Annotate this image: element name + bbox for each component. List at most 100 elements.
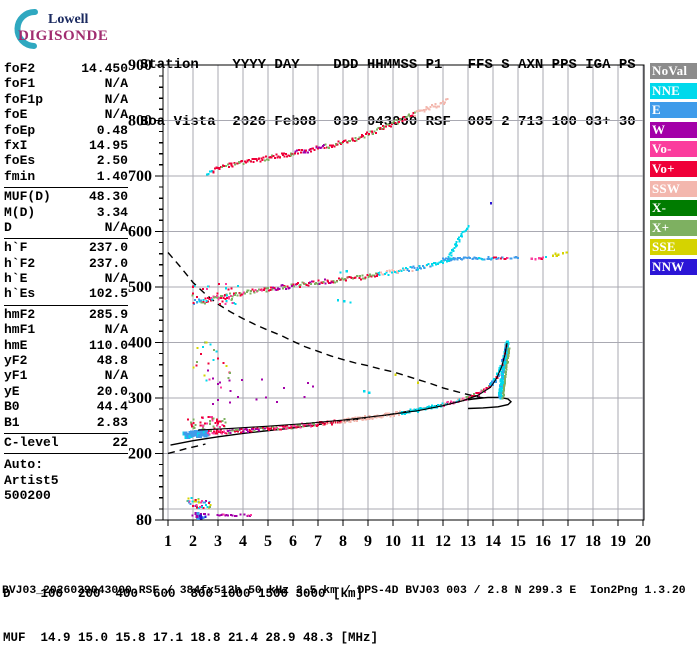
param-value: N/A bbox=[104, 107, 128, 123]
param-label: h`F2 bbox=[4, 255, 36, 271]
autoscaling-line: Artist5 bbox=[4, 472, 59, 488]
param-label: fxI bbox=[4, 137, 28, 153]
param-label: hmF1 bbox=[4, 322, 36, 338]
param-row: B0 44.4 bbox=[4, 399, 128, 414]
svg-text:5: 5 bbox=[264, 533, 272, 550]
param-row: foF1 N/A bbox=[4, 76, 128, 91]
param-row: h`F2 237.0 bbox=[4, 256, 128, 271]
echo-dots bbox=[182, 98, 568, 520]
legend-item-vo: Vo- bbox=[650, 141, 697, 158]
param-label: h`F bbox=[4, 240, 28, 256]
svg-text:300: 300 bbox=[128, 390, 152, 407]
svg-text:9: 9 bbox=[364, 533, 372, 550]
param-row: h`F 237.0 bbox=[4, 240, 128, 255]
svg-text:16: 16 bbox=[535, 533, 551, 550]
param-value: 2.50 bbox=[96, 153, 128, 169]
param-label: C-level bbox=[4, 434, 59, 450]
svg-text:4: 4 bbox=[239, 533, 247, 550]
param-label: hmF2 bbox=[4, 306, 36, 322]
legend-item-ssw: SSW bbox=[650, 180, 697, 197]
autoscaling-line: 500200 bbox=[4, 488, 51, 504]
param-value: N/A bbox=[104, 271, 128, 287]
lowell-digisonde-logo: Lowell DIGISONDE bbox=[2, 4, 132, 54]
svg-text:15: 15 bbox=[510, 533, 526, 550]
svg-text:7: 7 bbox=[314, 533, 322, 550]
param-row: foF1p N/A bbox=[4, 92, 128, 107]
param-group: C-level 22 bbox=[4, 434, 128, 455]
param-label: M(D) bbox=[4, 204, 36, 220]
svg-text:800: 800 bbox=[128, 112, 152, 129]
param-group: foF2 14.450 foF1 N/A foF1p N/A foE N/A foEp 0.48 f… bbox=[4, 60, 128, 189]
svg-text:700: 700 bbox=[128, 168, 152, 185]
param-value: 2.83 bbox=[96, 414, 128, 430]
svg-text:8: 8 bbox=[339, 533, 347, 550]
param-label: hmE bbox=[4, 337, 28, 353]
svg-text:12: 12 bbox=[435, 533, 451, 550]
param-value: 22 bbox=[112, 434, 128, 450]
svg-text:19: 19 bbox=[610, 533, 626, 550]
svg-text:13: 13 bbox=[460, 533, 476, 550]
param-label: foE bbox=[4, 107, 28, 123]
grid-lines bbox=[163, 65, 644, 520]
param-value: N/A bbox=[104, 322, 128, 338]
svg-text:3: 3 bbox=[214, 533, 222, 550]
param-value: 0.48 bbox=[96, 122, 128, 138]
param-label: B1 bbox=[4, 414, 20, 430]
param-value: 237.0 bbox=[88, 240, 128, 256]
param-value: 110.0 bbox=[88, 337, 128, 353]
logo-arc-icon bbox=[14, 8, 38, 49]
header-column-values: Boa Vista 2026 Feb08 039 043000 RSF 005 … bbox=[140, 114, 636, 130]
muf-row: MUF 14.9 15.0 15.8 17.1 18.8 21.4 28.9 4… bbox=[3, 630, 379, 645]
param-value: N/A bbox=[104, 368, 128, 384]
param-value: 48.30 bbox=[88, 189, 128, 205]
artist-fitted-trace bbox=[197, 342, 508, 431]
param-group: MUF(D) 48.30 M(D) 3.34 D N/A bbox=[4, 188, 128, 240]
svg-text:1: 1 bbox=[164, 533, 172, 550]
param-label: MUF(D) bbox=[4, 189, 51, 205]
legend-item-x: X- bbox=[650, 200, 697, 217]
svg-text:900: 900 bbox=[128, 57, 152, 74]
param-value: 102.5 bbox=[88, 286, 128, 302]
svg-text:80: 80 bbox=[136, 512, 152, 529]
param-label: yF1 bbox=[4, 368, 28, 384]
logo-text-digisonde: DIGISONDE bbox=[18, 28, 109, 44]
svg-text:20: 20 bbox=[635, 533, 651, 550]
param-label: h`Es bbox=[4, 286, 36, 302]
param-row: B1 2.83 bbox=[4, 415, 128, 430]
param-row: M(D) 3.34 bbox=[4, 205, 128, 220]
param-value: 14.450 bbox=[81, 61, 128, 76]
doppler-direction-legend: NoVal NNE E W Vo- Vo+ SSW X- X+ SSE NNW bbox=[650, 63, 697, 279]
param-row: foEp 0.48 bbox=[4, 123, 128, 138]
param-value: 48.8 bbox=[96, 353, 128, 369]
param-label: yF2 bbox=[4, 353, 28, 369]
param-row: foEs 2.50 bbox=[4, 153, 128, 168]
svg-text:14: 14 bbox=[485, 533, 501, 550]
param-row: hmE 110.0 bbox=[4, 338, 128, 353]
svg-text:400: 400 bbox=[128, 334, 152, 351]
legend-item-x: X+ bbox=[650, 219, 697, 236]
param-value: 3.34 bbox=[96, 204, 128, 220]
param-row: h`Es 102.5 bbox=[4, 286, 128, 301]
svg-text:10: 10 bbox=[385, 533, 401, 550]
logo-text-lowell: Lowell bbox=[48, 12, 89, 27]
d-row: D 100 200 400 600 800 1000 1500 3000 [km… bbox=[3, 587, 364, 601]
param-group: h`F 237.0 h`F2 237.0 h`E N/A h`Es 102.5 bbox=[4, 239, 128, 306]
param-row: h`E N/A bbox=[4, 271, 128, 286]
autoscaling-info: Auto: Artist5 500200 bbox=[4, 457, 128, 503]
svg-text:600: 600 bbox=[128, 223, 152, 240]
param-label: yE bbox=[4, 383, 20, 399]
axis-ticks bbox=[155, 64, 644, 526]
param-value: 1.40 bbox=[96, 168, 128, 184]
param-value: N/A bbox=[104, 219, 128, 235]
param-row: MUF(D) 48.30 bbox=[4, 189, 128, 204]
legend-item-nne: NNE bbox=[650, 82, 697, 99]
status-line: BVJ03_2026039043000.RSF / 384fx512h 50 k… bbox=[2, 585, 686, 597]
autoscaling-line: Auto: bbox=[4, 457, 44, 473]
svg-text:200: 200 bbox=[128, 445, 152, 462]
param-row: yF1 N/A bbox=[4, 368, 128, 383]
param-value: 237.0 bbox=[88, 255, 128, 271]
param-value: 20.0 bbox=[96, 383, 128, 399]
legend-item-vo: Vo+ bbox=[650, 160, 697, 177]
param-row: yF2 48.8 bbox=[4, 353, 128, 368]
